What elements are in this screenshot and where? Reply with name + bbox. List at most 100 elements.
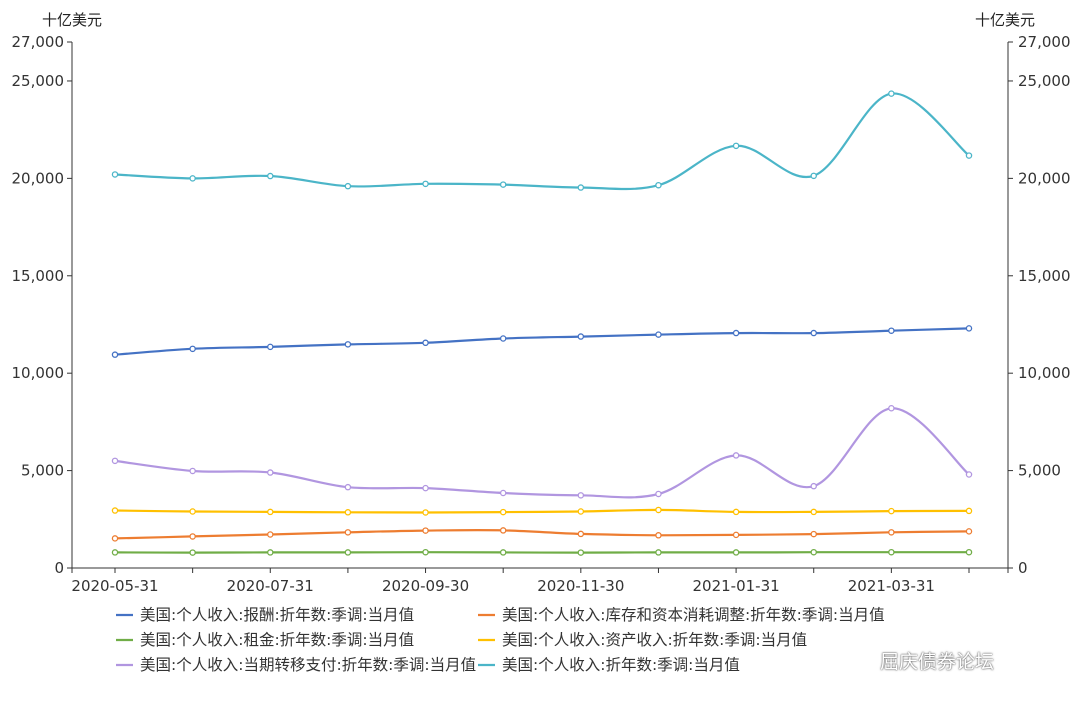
data-point [422,527,429,534]
data-point [810,482,817,490]
data-point [422,180,429,188]
data-point [732,531,740,539]
data-point [422,548,429,556]
data-point [655,331,662,338]
data-point [965,548,973,556]
data-point [732,549,740,556]
data-point [422,509,429,516]
data-point [267,508,274,516]
series-line [114,508,970,514]
left-axis-unit: 十亿美元 [42,11,102,29]
legend-label: 美国:个人收入:折年数:季调:当月值 [502,656,740,674]
wechat-icon [850,648,874,672]
data-point [344,529,352,536]
x-tick-label: 2020-07-31 [227,577,314,595]
data-point [888,90,895,97]
x-tick-label: 2020-11-30 [537,577,624,595]
data-point [655,490,662,498]
right-y-tick-label: 20,000 [1018,169,1071,187]
data-point [732,142,740,150]
legend-item: 美国:个人收入:报酬:折年数:季调:当月值 [116,606,414,624]
data-point [189,549,196,556]
data-point [577,333,585,340]
data-point [189,467,196,475]
data-point [888,405,895,412]
data-point [267,343,274,351]
data-point [189,345,196,353]
data-point [344,509,352,516]
series-line [114,92,970,191]
data-point [655,181,662,189]
series-lines [111,90,973,556]
data-point [499,527,507,534]
x-tick-label: 2020-09-30 [382,577,469,595]
data-point [344,182,352,190]
data-point [888,507,895,515]
data-point [344,483,352,491]
legend-item: 美国:个人收入:租金:折年数:季调:当月值 [116,631,414,649]
data-point [344,549,352,556]
data-point [111,549,119,556]
legend: 美国:个人收入:报酬:折年数:季调:当月值 美国:个人收入:库存和资本消耗调整:折… [116,606,885,674]
data-point [267,531,274,538]
left-y-tick-label: 5,000 [21,462,64,480]
right-y-tick-label: 0 [1018,559,1028,577]
right-axis-unit: 十亿美元 [975,11,1035,29]
data-point [267,549,274,556]
data-point [888,529,895,536]
data-point [965,507,973,515]
left-y-tick-label: 15,000 [12,267,65,285]
watermark: 屈庆债券论坛 [850,646,994,674]
data-point [810,172,817,180]
data-point [888,327,895,334]
data-point [189,508,196,515]
data-point [577,549,585,556]
data-point [965,152,973,159]
data-point [655,506,662,514]
axes: 0 0 5,000 5,000 10,000 10,000 15,000 15,000 20,0… [12,33,1071,595]
x-tick-label: 2020-05-31 [71,577,158,595]
data-point [732,508,740,516]
series-1 [111,325,973,358]
data-point [965,325,973,332]
right-y-tick-label: 27,000 [1018,33,1071,51]
series-3 [111,548,973,556]
data-point [111,171,119,178]
data-point [810,329,817,337]
data-point [655,549,662,556]
watermark-text: 屈庆债券论坛 [880,650,995,673]
data-point [267,469,274,476]
data-point [810,548,817,556]
data-point [344,341,352,348]
data-point [732,452,740,459]
x-tick-label: 2021-01-31 [692,577,779,595]
series-line [114,407,970,499]
data-point [189,175,196,182]
data-point [810,530,817,538]
legend-label: 美国:个人收入:报酬:折年数:季调:当月值 [140,606,414,624]
left-y-tick-label: 0 [54,559,64,577]
data-point [499,489,507,497]
right-y-tick-label: 10,000 [1018,364,1071,382]
series-6 [111,90,973,191]
data-point [499,335,507,342]
right-y-tick-label: 5,000 [1018,462,1061,480]
data-point [111,457,119,465]
data-point [577,530,585,538]
series-4 [111,506,973,516]
data-point [810,508,817,516]
legend-item: 美国:个人收入:当期转移支付:折年数:季调:当月值 [116,656,476,674]
left-y-tick-label: 10,000 [12,364,65,382]
data-point [189,533,196,540]
series-5 [111,405,973,499]
data-point [111,507,119,514]
data-point [422,339,429,347]
legend-label: 美国:个人收入:资产收入:折年数:季调:当月值 [502,631,807,649]
legend-label: 美国:个人收入:租金:折年数:季调:当月值 [140,631,414,649]
data-point [267,172,274,180]
series-line [114,327,970,356]
legend-item: 美国:个人收入:资产收入:折年数:季调:当月值 [478,631,807,649]
data-point [111,351,119,358]
legend-item: 美国:个人收入:折年数:季调:当月值 [478,656,740,674]
